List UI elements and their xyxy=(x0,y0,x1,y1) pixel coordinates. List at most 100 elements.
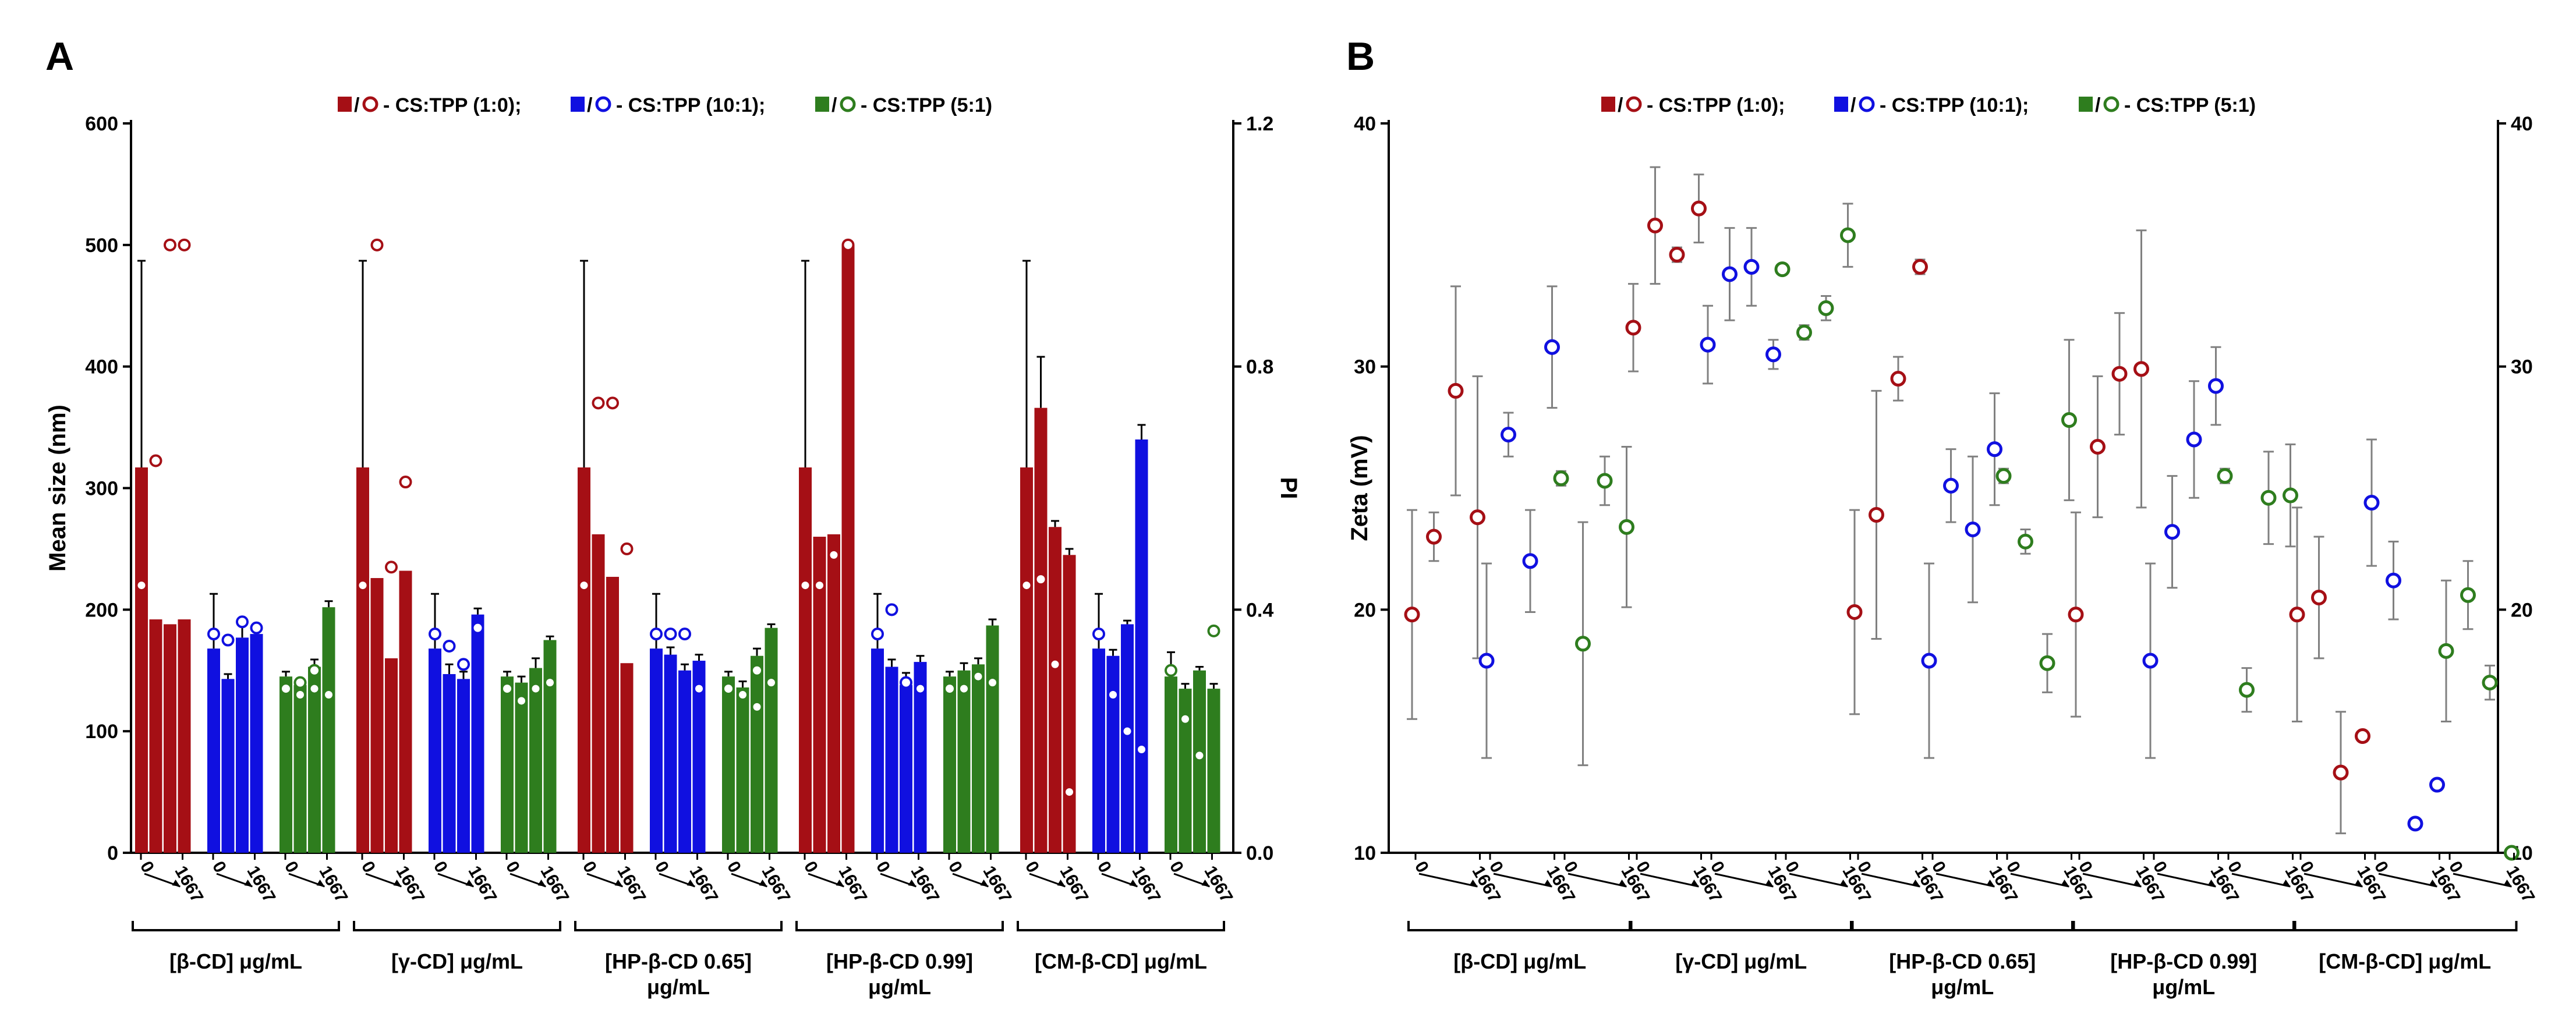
a-pi-open-g4-s2-b0 xyxy=(1165,664,1177,677)
b-point-g2-s2-p1 xyxy=(2018,533,2033,550)
a-bar-g3-s2-b3 xyxy=(986,625,999,853)
a-xt-g3-s2-arrow-head xyxy=(980,880,989,887)
a-pi-filled-g3-s2-b1 xyxy=(960,684,968,693)
legend-marker-1 xyxy=(595,96,611,112)
a-pi-filled-g0-s2-b3 xyxy=(324,690,333,700)
a-bar-g0-s0-b1 xyxy=(149,619,162,853)
group-label-1-0: [γ-CD] μg/mL xyxy=(1675,949,1807,973)
a-pi-open-g2-s1-b1 xyxy=(664,628,677,641)
a-pi-open-g3-s2-b0 xyxy=(943,682,956,696)
a-y2label: PI xyxy=(1276,477,1301,499)
b-point-g0-s0-p3 xyxy=(1470,509,1485,526)
a-pi-filled-g4-s1-b1 xyxy=(1109,690,1117,700)
a-bar-g3-s0-b1 xyxy=(813,537,826,853)
group-bracket-3 xyxy=(795,921,1004,931)
a-xt-g4-s0-label-low: 0 xyxy=(1021,858,1043,876)
b-point-g2-s2-p0 xyxy=(1995,468,2012,484)
b-point-g1-s2-p1 xyxy=(1796,324,1812,341)
a-bar-g0-s2-b3 xyxy=(322,607,335,853)
a-bar-g0-s2-b0 xyxy=(279,676,292,853)
b-xt-g0-s1-arrow-line xyxy=(1493,873,1552,888)
b-point-g0-s0-p1 xyxy=(1426,529,1442,545)
a-bar-g3-s1-b3 xyxy=(914,662,927,853)
a-bar-g3-s1-b2 xyxy=(900,685,912,853)
legend-label-0: - CS:TPP (1:0); xyxy=(1647,94,1785,116)
a-xt-g4-s0-arrow-head xyxy=(1057,880,1066,887)
a-xt-g1-s1-arrow-head xyxy=(465,880,474,887)
b-point-g3-s0-p3 xyxy=(2133,361,2149,377)
a-bar-g1-s0-b3 xyxy=(399,570,412,853)
b-point-g1-s0-p1 xyxy=(1647,217,1663,233)
a-pi-open-g3-s0-b3 xyxy=(841,238,855,251)
a-pi-open-g0-s2-b1 xyxy=(293,676,307,689)
b-ytick-label-1: 20 xyxy=(1354,599,1376,621)
b-y2tick-label-3: 40 xyxy=(2511,113,2533,135)
legend-marker-2 xyxy=(840,96,856,112)
a-pi-open-g0-s0-b2 xyxy=(164,238,176,251)
b-point-g4-s1-p0 xyxy=(2363,495,2380,511)
a-ylabel: Mean size (nm) xyxy=(45,405,70,572)
a-bar-g4-s2-b2 xyxy=(1193,670,1206,853)
b-xt-g0-s0-label-low: 0 xyxy=(1411,858,1432,876)
b-point-g4-s1-p3 xyxy=(2429,777,2445,793)
a-pi-open-g4-s2-b3 xyxy=(1207,624,1220,637)
b-xt-g3-s1-arrow-head xyxy=(2207,880,2216,887)
b-point-g3-s2-p0 xyxy=(2217,468,2233,484)
b-point-g2-s2-p3 xyxy=(2061,412,2077,428)
legend-marker-2 xyxy=(2103,96,2119,112)
a-pi-filled-g2-s0-b0 xyxy=(579,581,589,590)
a-xt-g2-s0-arrow-head xyxy=(614,880,623,887)
a-bar-g0-s0-b0 xyxy=(135,467,148,853)
b-ytick-label-2: 30 xyxy=(1354,356,1376,378)
group-bracket-1 xyxy=(353,921,561,931)
group-label-2-1: μg/mL xyxy=(1931,975,1994,999)
b-xt-g0-s0-arrow-head xyxy=(1469,880,1478,887)
a-pi-filled-g4-s1-b2 xyxy=(1123,726,1132,736)
b-xt-g1-s2-arrow-head xyxy=(1839,880,1848,887)
a-bar-g1-s2-b2 xyxy=(529,668,542,853)
a-pi-open-g1-s1-b2 xyxy=(457,658,470,671)
a-bar-g4-s0-b1 xyxy=(1034,407,1048,853)
b-point-g1-s0-p0 xyxy=(1625,320,1641,336)
a-pi-filled-g4-s0-b0 xyxy=(1022,581,1031,590)
a-bar-g3-s1-b1 xyxy=(885,667,898,853)
group-bracket-0 xyxy=(1407,921,1633,931)
a-pi-open-g3-s1-b0 xyxy=(871,628,884,641)
a-bar-g3-s2-b0 xyxy=(943,676,956,853)
a-bar-g0-s0-b2 xyxy=(164,624,176,853)
a-bar-g3-s2-b1 xyxy=(957,670,971,853)
b-point-g0-s1-p2 xyxy=(1522,553,1538,569)
b-point-g3-s0-p2 xyxy=(2111,366,2128,382)
a-bar-g1-s1-b1 xyxy=(443,674,456,853)
b-point-g0-s2-p2 xyxy=(1597,473,1613,489)
a-bar-g2-s1-b0 xyxy=(650,648,663,853)
legend-sep-1: / xyxy=(1850,94,1856,116)
a-pi-open-g0-s0-b3 xyxy=(178,238,191,251)
b-point-g0-s0-p2 xyxy=(1448,382,1464,399)
b-point-g2-s1-p3 xyxy=(1987,441,2002,458)
group-bracket-4 xyxy=(2292,921,2518,931)
a-bar-g3-s0-b0 xyxy=(799,467,812,853)
legend-label-2: - CS:TPP (5:1) xyxy=(861,94,992,116)
a-pi-open-g0-s1-b2 xyxy=(236,615,249,629)
legend-marker-0 xyxy=(1626,96,1642,112)
a-xt-g3-s1-label-low: 0 xyxy=(872,858,894,876)
legend-sep-0: / xyxy=(354,94,360,116)
a-ytick-label-3: 300 xyxy=(85,478,118,500)
group-label-3-0: [HP-β-CD 0.99] xyxy=(826,949,973,973)
group-bracket-0 xyxy=(132,921,340,931)
b-point-g4-s2-p0 xyxy=(2438,643,2454,659)
a-xt-g4-s2-label-low: 0 xyxy=(1166,858,1187,876)
a-pi-filled-g2-s1-b3 xyxy=(695,684,703,693)
a-pi-open-g1-s0-b1 xyxy=(370,238,384,251)
b-point-g2-s0-p0 xyxy=(1846,604,1863,621)
a-bar-g2-s2-b3 xyxy=(765,628,778,853)
a-bar-g1-s0-b1 xyxy=(370,578,384,853)
a-pi-filled-g4-s2-b1 xyxy=(1181,714,1190,724)
a-pi-filled-g3-s0-b2 xyxy=(829,550,838,559)
group-bracket-2 xyxy=(574,921,783,931)
b-xt-g1-s0-arrow-line xyxy=(1640,873,1699,888)
a-pi-open-g2-s0-b2 xyxy=(606,396,619,410)
b-xt-g2-s0-arrow-line xyxy=(1861,873,1920,888)
